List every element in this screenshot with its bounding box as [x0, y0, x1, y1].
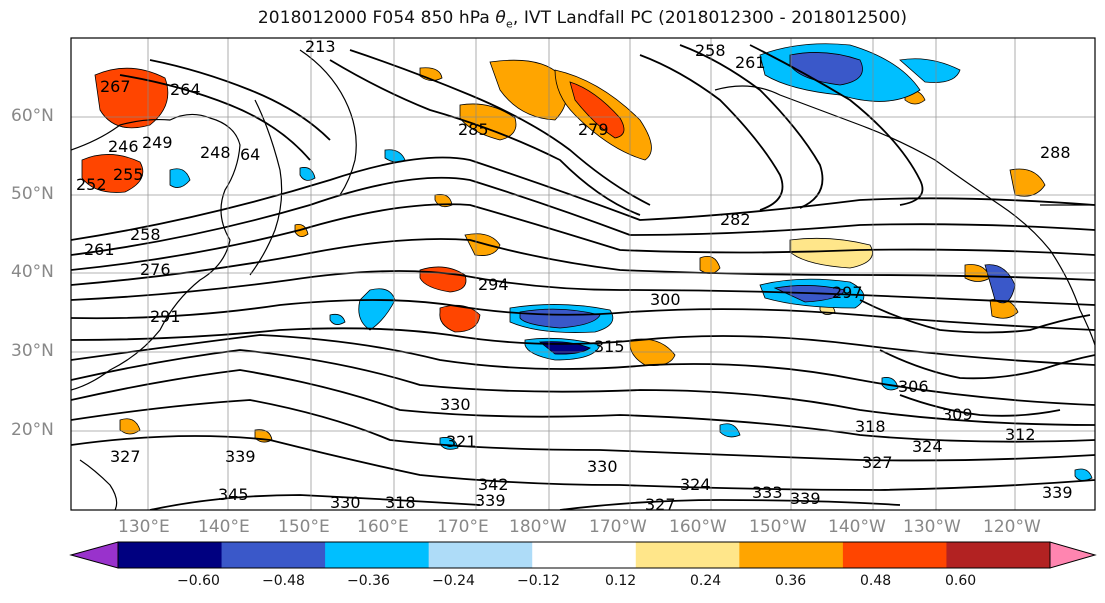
contour-label: 213	[305, 37, 336, 56]
lon-label: 180°W	[509, 517, 567, 537]
contour-label: 249	[142, 133, 173, 152]
lat-label: 20°N	[11, 420, 54, 440]
colorbar-extend-right	[1049, 541, 1097, 569]
contour-label: 318	[855, 417, 886, 436]
contour-label: 318	[385, 493, 416, 512]
lon-label: 140°W	[828, 517, 886, 537]
lon-label: 150°W	[749, 517, 807, 537]
warm-anomaly-patches	[81, 59, 1046, 443]
contour-label: 330	[587, 457, 618, 476]
gridlines	[71, 38, 1095, 510]
contour-label: 258	[695, 41, 726, 60]
contour-label: 279	[578, 120, 609, 139]
colorbar-segment	[946, 542, 1051, 568]
lon-label: 130°W	[903, 517, 961, 537]
colorbar-tick: −0.24	[432, 573, 475, 589]
colorbar-tick: 0.12	[605, 573, 637, 589]
colorbar-tick: 0.48	[860, 573, 892, 589]
lon-label: 120°W	[983, 517, 1041, 537]
contour-label: 330	[440, 395, 471, 414]
contour-label: 291	[150, 307, 181, 326]
contour-label: 282	[720, 210, 751, 229]
contour-label: 333	[752, 483, 783, 502]
contour-label: 261	[735, 53, 766, 72]
colorbar-segment	[221, 542, 326, 568]
contour-label: 321	[446, 432, 477, 451]
contour-label: 312	[1005, 425, 1036, 444]
map-title: 2018012000 F054 850 hPa θe, IVT Landfall…	[257, 8, 908, 31]
colorbar-tick: −0.48	[262, 573, 305, 589]
contour-label: 261	[84, 240, 115, 259]
contour-label: 327	[110, 447, 141, 466]
contour-label: 288	[1040, 143, 1071, 162]
contour-label: 297	[832, 283, 863, 302]
contour-label: 327	[645, 495, 676, 514]
colorbar	[69, 541, 1097, 569]
contour-label: 267	[100, 77, 131, 96]
lon-label: 170°E	[437, 517, 489, 537]
contour-label: 345	[218, 485, 249, 504]
contour-labels: 213 258 261 64 249 246 248 264 267 252 2…	[76, 37, 1073, 514]
lat-label: 30°N	[11, 341, 54, 361]
contour-label: 339	[1042, 483, 1073, 502]
colorbar-segment	[428, 542, 533, 568]
contour-label: 300	[650, 290, 681, 309]
contour-label: 255	[113, 165, 144, 184]
cold-anomaly-patches	[169, 43, 1093, 481]
contour-label: 324	[680, 475, 711, 494]
contour-label: 258	[130, 225, 161, 244]
contour-label: 264	[170, 80, 201, 99]
colorbar-segment	[532, 542, 637, 568]
colorbar-segment	[842, 542, 947, 568]
lon-label: 130°E	[118, 517, 170, 537]
contour-label: 246	[108, 137, 139, 156]
contour-label: 324	[912, 437, 943, 456]
lon-label: 160°E	[357, 517, 409, 537]
contour-label: 252	[76, 175, 107, 194]
colorbar-tick: 0.24	[690, 573, 722, 589]
lon-label: 160°W	[669, 517, 727, 537]
lon-label: 140°E	[198, 517, 250, 537]
colorbar-tick: −0.12	[517, 573, 560, 589]
colorbar-tick: 0.60	[945, 573, 977, 589]
colorbar-segment	[635, 542, 740, 568]
contour-label: 64	[240, 145, 260, 164]
colorbar-segment	[325, 542, 430, 568]
contour-label: 285	[458, 120, 489, 139]
contour-label: 306	[898, 377, 929, 396]
colorbar-tick: −0.36	[347, 573, 390, 589]
theta-e-contours	[71, 44, 1095, 510]
colorbar-segment	[739, 542, 844, 568]
lat-label: 40°N	[11, 262, 54, 282]
colorbar-tick: −0.60	[177, 573, 220, 589]
colorbar-tick: 0.36	[775, 573, 807, 589]
colorbar-segment	[118, 542, 223, 568]
contour-label: 294	[478, 275, 509, 294]
contour-label: 339	[475, 491, 506, 510]
contour-label: 309	[942, 405, 973, 424]
lon-label: 170°W	[589, 517, 647, 537]
lat-label: 50°N	[11, 184, 54, 204]
contour-label: 342	[478, 475, 509, 494]
colorbar-extend-left	[69, 541, 119, 569]
contour-label: 248	[200, 143, 231, 162]
contour-label: 339	[790, 489, 821, 508]
contour-label: 315	[594, 337, 625, 356]
lat-label: 60°N	[11, 106, 54, 126]
coastlines	[71, 49, 1095, 510]
lon-label: 150°E	[278, 517, 330, 537]
contour-label: 327	[862, 453, 893, 472]
contour-label: 330	[330, 493, 361, 512]
contour-label: 276	[140, 260, 171, 279]
contour-label: 339	[225, 447, 256, 466]
